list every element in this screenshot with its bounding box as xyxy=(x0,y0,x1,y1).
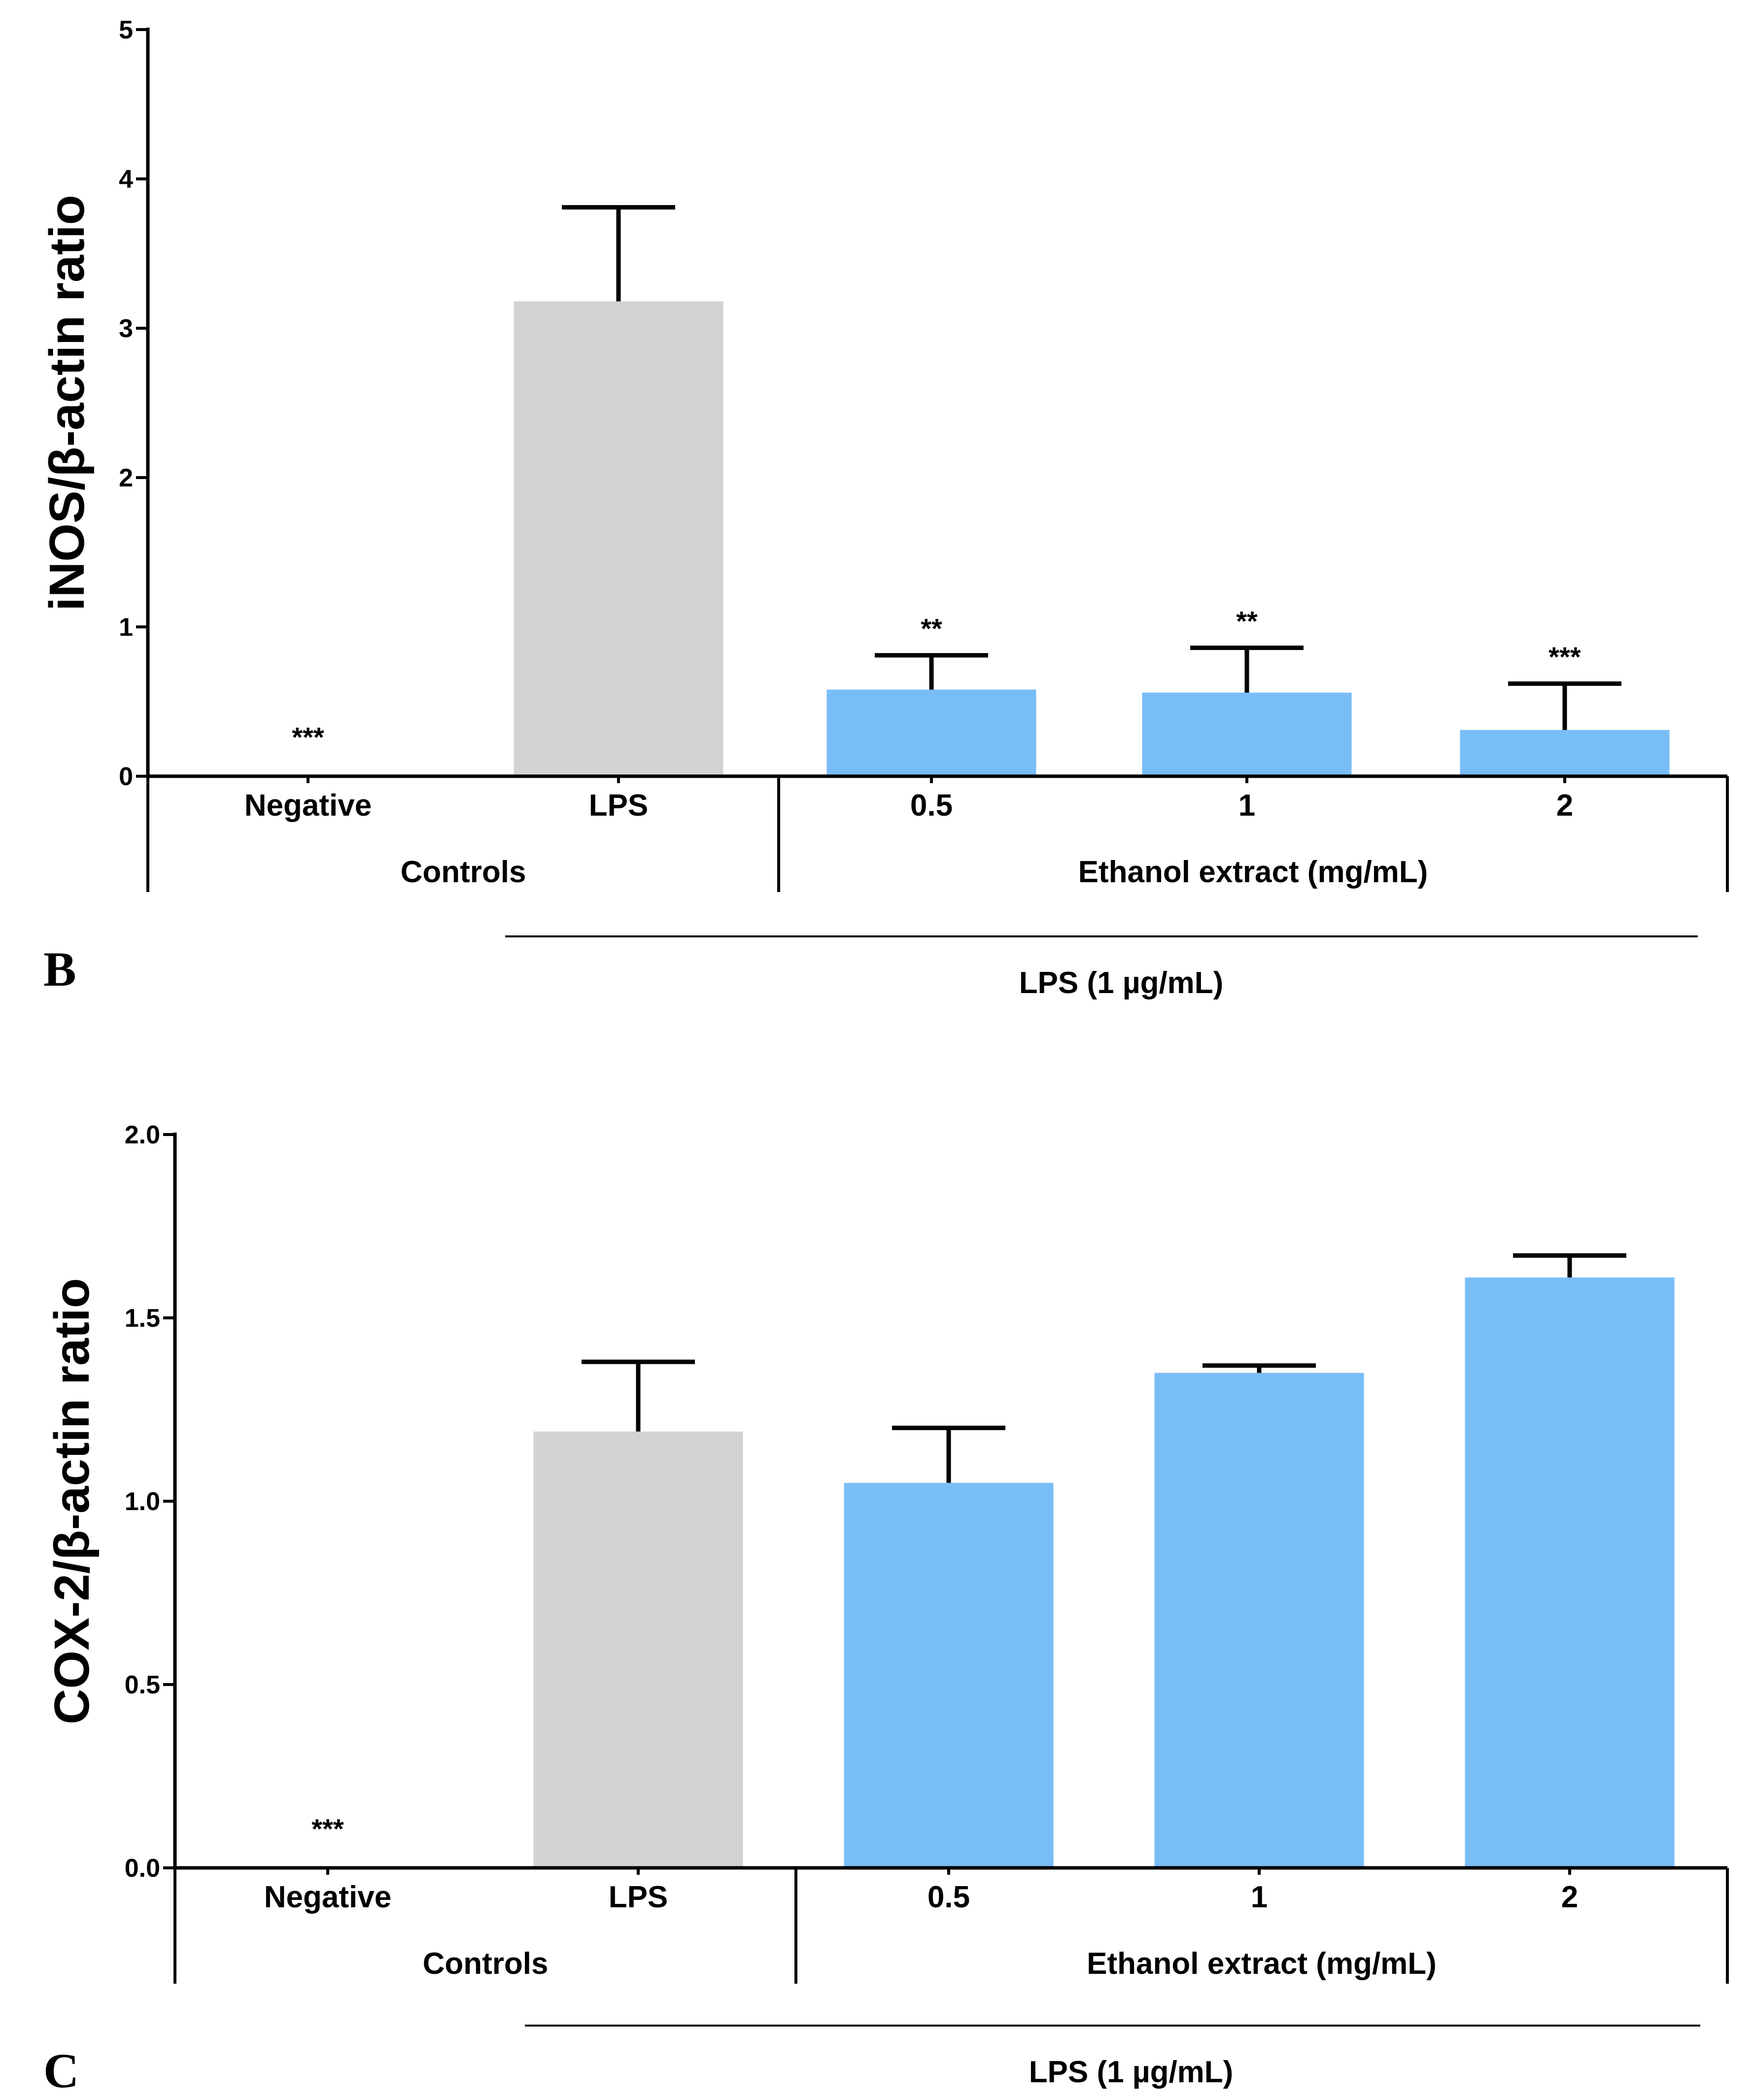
significance-label-0: *** xyxy=(292,722,324,753)
y-tick-label-3: 1.5 xyxy=(125,1304,160,1333)
category-label-0: Negative xyxy=(264,1880,391,1914)
category-label-4: 2 xyxy=(1556,789,1573,823)
significance-label-3: ** xyxy=(1236,605,1258,636)
category-label-0: Negative xyxy=(244,789,372,823)
treatment-label: LPS (1 µg/mL) xyxy=(1019,966,1224,1000)
bar-3 xyxy=(1142,692,1352,776)
bar-2 xyxy=(826,689,1036,776)
bar-4 xyxy=(1460,730,1670,776)
group-label-ethanol: Ethanol extract (mg/mL) xyxy=(1078,855,1428,889)
y-tick-label-0: 0.0 xyxy=(125,1854,160,1883)
group-label-ethanol: Ethanol extract (mg/mL) xyxy=(1087,1947,1437,1981)
significance-label-2: ** xyxy=(921,613,942,644)
inos-chart: *** Negative LPS ** 0.5 ** 1 *** 2 0 1 2 3 4 5 iNOS/β-a… xyxy=(39,16,1729,1000)
y-axis-label: COX-2/β-actin ratio xyxy=(44,1278,100,1724)
y-tick-label-2: 2 xyxy=(119,464,133,492)
panel-label-c: C xyxy=(43,2043,79,2098)
y-tick-label-2: 1.0 xyxy=(125,1487,160,1516)
y-tick-label-5: 5 xyxy=(119,16,133,44)
bar-3 xyxy=(1154,1373,1364,1868)
y-tick-label-4: 2.0 xyxy=(125,1121,160,1149)
y-tick-label-4: 4 xyxy=(119,165,133,194)
bar-1 xyxy=(514,301,723,776)
y-tick-label-1: 1 xyxy=(119,613,133,642)
category-label-3: 1 xyxy=(1251,1880,1268,1914)
category-label-4: 2 xyxy=(1561,1880,1578,1914)
group-label-controls: Controls xyxy=(423,1947,549,1981)
significance-label-4: *** xyxy=(1548,641,1581,672)
significance-label-0: *** xyxy=(311,1813,344,1844)
treatment-label: LPS (1 µg/mL) xyxy=(1029,2055,1234,2089)
cox2-chart: *** Negative LPS 0.5 1 2 0.0 0.5 1.0 1.5 2.0 COX-2/… xyxy=(44,1121,1729,2089)
y-tick-label-0: 0 xyxy=(119,762,133,791)
category-label-3: 1 xyxy=(1238,789,1255,823)
category-label-1: LPS xyxy=(609,1880,668,1914)
y-tick-label-3: 3 xyxy=(119,314,133,343)
y-tick-label-1: 0.5 xyxy=(125,1671,160,1699)
bar-1 xyxy=(533,1431,743,1868)
panel-label-b: B xyxy=(43,942,76,997)
category-label-1: LPS xyxy=(589,789,649,823)
y-axis-label: iNOS/β-actin ratio xyxy=(39,195,95,611)
category-label-2: 0.5 xyxy=(928,1880,970,1914)
group-label-controls: Controls xyxy=(401,855,526,889)
bar-2 xyxy=(844,1482,1054,1868)
bar-4 xyxy=(1465,1277,1675,1868)
category-label-2: 0.5 xyxy=(910,789,953,823)
